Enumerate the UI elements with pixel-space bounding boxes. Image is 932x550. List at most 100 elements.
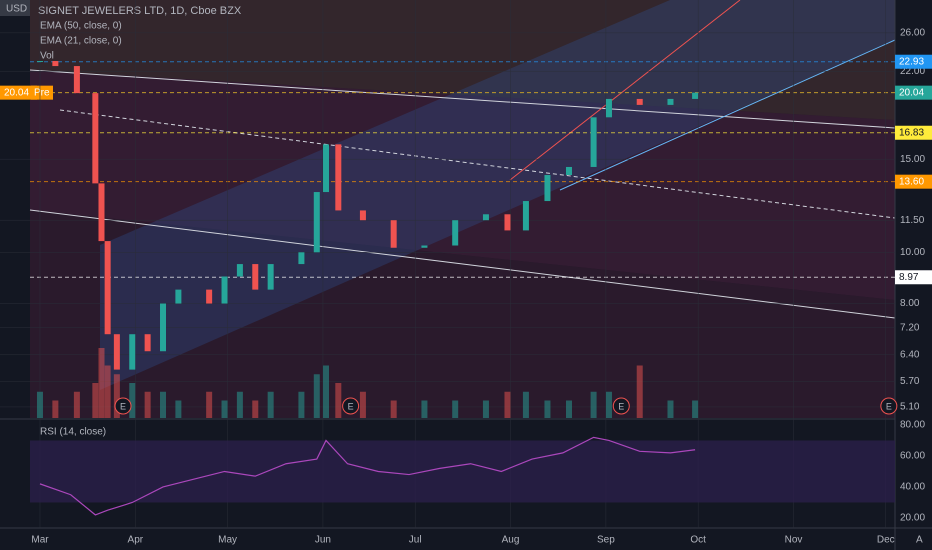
candle bbox=[206, 289, 213, 304]
candle bbox=[504, 214, 511, 231]
volume-bar bbox=[52, 400, 59, 418]
date-tick-label: Nov bbox=[785, 535, 803, 546]
price-badge bbox=[895, 54, 932, 69]
candle bbox=[544, 175, 551, 202]
candle bbox=[298, 252, 305, 265]
date-tick-label: Jul bbox=[409, 535, 422, 546]
volume-bar bbox=[482, 400, 489, 418]
candle bbox=[692, 92, 699, 99]
candle bbox=[160, 303, 167, 352]
candle bbox=[144, 334, 151, 352]
price-badge-label: 20.04 bbox=[899, 87, 924, 98]
price-tick-label: 7.20 bbox=[900, 322, 920, 333]
candle bbox=[104, 241, 111, 335]
volume-bar bbox=[504, 391, 511, 418]
volume-bar bbox=[359, 391, 366, 418]
price-badge bbox=[895, 125, 932, 140]
price-tick-label: 22.00 bbox=[900, 66, 925, 77]
volume-bar bbox=[98, 348, 105, 418]
volume-bar bbox=[605, 391, 612, 418]
candle bbox=[359, 210, 366, 221]
price-badge-label: 22.93 bbox=[899, 56, 924, 67]
date-tick-label: Aug bbox=[502, 535, 520, 546]
volume-bar bbox=[129, 383, 136, 418]
earnings-label: E bbox=[618, 401, 624, 411]
volume-bar bbox=[298, 391, 305, 418]
rsi-tick-label: 60.00 bbox=[900, 451, 925, 462]
candle bbox=[52, 61, 59, 67]
rsi-line bbox=[39, 436, 696, 516]
indicator: EMA (50, close, 0) bbox=[40, 21, 122, 32]
date-tick-label: Mar bbox=[31, 535, 49, 546]
volume-bar bbox=[636, 365, 643, 418]
candle bbox=[335, 144, 342, 211]
auto-scale[interactable]: A bbox=[916, 535, 923, 546]
symbol-title: SIGNET JEWELERS LTD, 1D, Cboe BZX bbox=[38, 5, 242, 17]
volume-bar bbox=[323, 365, 330, 418]
price-badge bbox=[895, 270, 932, 285]
volume-bar bbox=[92, 383, 99, 418]
volume-bar bbox=[104, 365, 111, 418]
price-badge-label: 8.97 bbox=[899, 272, 919, 283]
volume-bar bbox=[267, 391, 274, 418]
rsi-title: RSI (14, close) bbox=[40, 427, 106, 438]
currency: USD bbox=[6, 4, 27, 15]
candle bbox=[667, 98, 674, 105]
channel-fill bbox=[30, 0, 895, 120]
price-tick-label: 5.10 bbox=[900, 402, 920, 413]
date-tick-label: Dec bbox=[877, 535, 895, 546]
candle bbox=[313, 192, 320, 253]
earnings-marker bbox=[114, 397, 132, 415]
volume-bar bbox=[421, 400, 428, 418]
volume-bar bbox=[590, 391, 597, 418]
price-tick-label: 8.00 bbox=[900, 298, 920, 309]
channel-fill bbox=[30, 210, 895, 418]
pre-badge bbox=[31, 85, 53, 100]
rsi-tick-label: 80.00 bbox=[900, 420, 925, 431]
candle bbox=[221, 276, 228, 304]
volume-bar bbox=[544, 400, 551, 418]
date-tick-label: May bbox=[218, 535, 237, 546]
volume-bar bbox=[160, 391, 167, 418]
volume-bar bbox=[390, 400, 397, 418]
volume-bar bbox=[236, 391, 243, 418]
price-badge bbox=[0, 85, 37, 100]
earnings-marker bbox=[342, 397, 360, 415]
candle bbox=[636, 98, 643, 105]
candle bbox=[73, 66, 80, 94]
volume-bar bbox=[36, 391, 43, 418]
trend-line bbox=[509, 0, 741, 181]
candle bbox=[267, 264, 274, 290]
trend-line bbox=[29, 69, 896, 129]
candle bbox=[323, 144, 330, 193]
pre-label: Pre bbox=[34, 87, 50, 98]
candle bbox=[605, 98, 612, 118]
trend-line bbox=[559, 39, 896, 191]
currency-box[interactable] bbox=[0, 0, 30, 16]
volume-bar bbox=[221, 400, 228, 418]
trend-line bbox=[29, 209, 896, 319]
price-tick-label: 11.50 bbox=[900, 215, 925, 226]
price-badge-label: 13.60 bbox=[899, 176, 924, 187]
volume-bar bbox=[113, 374, 120, 418]
date-tick-label: Oct bbox=[690, 535, 706, 546]
volume-bar bbox=[144, 391, 151, 418]
rsi-band bbox=[30, 440, 895, 503]
volume-bar bbox=[252, 400, 259, 418]
candle bbox=[482, 214, 489, 221]
candle bbox=[92, 93, 99, 184]
rsi-tick-label: 20.00 bbox=[900, 513, 925, 524]
volume-bar bbox=[692, 400, 699, 418]
earnings-label: E bbox=[120, 401, 126, 411]
price-tick-label: 5.70 bbox=[900, 376, 920, 387]
volume-bar bbox=[206, 391, 213, 418]
candle bbox=[252, 264, 259, 290]
volume-bar bbox=[522, 391, 529, 418]
candle bbox=[390, 220, 397, 248]
earnings-marker bbox=[880, 397, 898, 415]
candle bbox=[565, 166, 572, 176]
channel-fill bbox=[30, 70, 895, 300]
volume-bar bbox=[73, 391, 80, 418]
volume-bar bbox=[175, 400, 182, 418]
